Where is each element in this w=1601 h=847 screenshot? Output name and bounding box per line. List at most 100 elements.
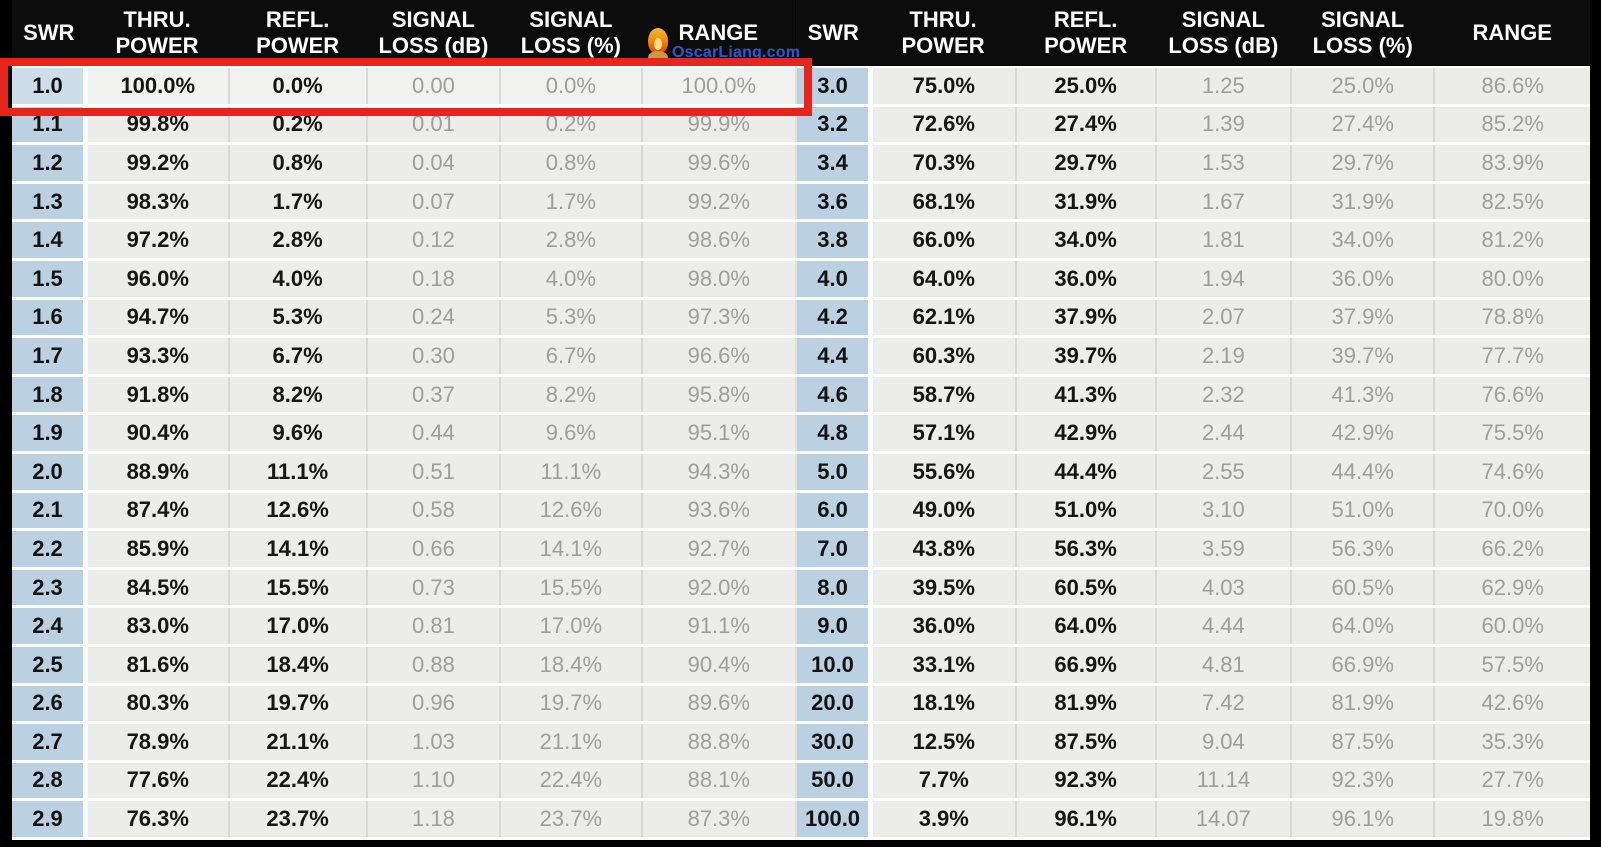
column-header: SIGNAL LOSS (dB) — [366, 0, 501, 67]
column-header: REFL. POWER — [1015, 0, 1156, 67]
column-header: SWR — [12, 0, 86, 67]
value-cell: 57.5% — [1433, 645, 1590, 686]
value-cell: 11.1% — [499, 452, 642, 493]
value-cell: 88.9% — [82, 452, 229, 493]
value-cell: 96.1% — [1014, 799, 1156, 840]
flame-icon — [648, 28, 668, 64]
swr-cell: 2.9 — [12, 799, 86, 840]
table-row: 2.5 81.6% 18.4% 0.88 18.4% 90.4% — [12, 645, 795, 686]
value-cell: 17.0% — [227, 606, 367, 647]
value-cell: 0.8% — [227, 143, 367, 184]
value-cell: 95.1% — [640, 413, 795, 454]
value-cell: 92.3% — [1014, 761, 1156, 802]
table-row: 3.4 70.3% 29.7% 1.53 29.7% 83.9% — [795, 143, 1590, 184]
value-cell: 37.9% — [1289, 298, 1435, 339]
table-row: 50.0 7.7% 92.3% 11.14 92.3% 27.7% — [795, 761, 1590, 802]
table-row: 9.0 36.0% 64.0% 4.44 64.0% 60.0% — [795, 606, 1590, 647]
value-cell: 51.0% — [1014, 491, 1156, 532]
value-cell: 80.0% — [1433, 259, 1590, 300]
value-cell: 60.3% — [868, 336, 1016, 377]
value-cell: 90.4% — [82, 413, 229, 454]
swr-cell: 2.3 — [12, 568, 86, 609]
value-cell: 0.01 — [365, 105, 501, 146]
table-row: 20.0 18.1% 81.9% 7.42 81.9% 42.6% — [795, 684, 1590, 725]
value-cell: 31.9% — [1289, 182, 1435, 223]
value-cell: 66.9% — [1014, 645, 1156, 686]
value-cell: 29.7% — [1289, 143, 1435, 184]
value-cell: 0.96 — [365, 684, 501, 725]
value-cell: 83.0% — [82, 606, 229, 647]
value-cell: 12.5% — [868, 722, 1016, 763]
table-row: 1.5 96.0% 4.0% 0.18 4.0% 98.0% — [12, 259, 795, 300]
swr-cell: 8.0 — [795, 568, 871, 609]
value-cell: 3.10 — [1154, 491, 1291, 532]
value-cell: 62.9% — [1433, 568, 1590, 609]
swr-cell: 1.6 — [12, 298, 86, 339]
value-cell: 91.1% — [640, 606, 795, 647]
value-cell: 4.81 — [1154, 645, 1291, 686]
value-cell: 42.9% — [1289, 413, 1435, 454]
value-cell: 98.0% — [640, 259, 795, 300]
swr-cell: 20.0 — [795, 684, 871, 725]
table-row: 1.1 99.8% 0.2% 0.01 0.2% 99.9% — [12, 105, 795, 146]
swr-cell: 2.2 — [12, 529, 86, 570]
value-cell: 22.4% — [499, 761, 642, 802]
value-cell: 0.73 — [365, 568, 501, 609]
table-row: 1.2 99.2% 0.8% 0.04 0.8% 99.6% — [12, 143, 795, 184]
value-cell: 3.59 — [1154, 529, 1291, 570]
value-cell: 85.2% — [1433, 105, 1590, 146]
swr-table-right-wrap: SWR THRU. POWER REFL. POWER SIGNAL LOSS (dB… — [795, 0, 1590, 840]
value-cell: 1.7% — [227, 182, 367, 223]
value-cell: 22.4% — [227, 761, 367, 802]
value-cell: 70.3% — [868, 143, 1016, 184]
value-cell: 49.0% — [868, 491, 1016, 532]
value-cell: 76.6% — [1433, 375, 1590, 416]
value-cell: 97.2% — [82, 220, 229, 261]
value-cell: 12.6% — [499, 491, 642, 532]
value-cell: 68.1% — [868, 182, 1016, 223]
value-cell: 0.00 — [365, 65, 501, 107]
value-cell: 5.3% — [499, 298, 642, 339]
value-cell: 99.2% — [82, 143, 229, 184]
value-cell: 0.51 — [365, 452, 501, 493]
column-header: SWR — [796, 0, 871, 67]
value-cell: 89.6% — [640, 684, 795, 725]
table-row: 2.0 88.9% 11.1% 0.51 11.1% 94.3% — [12, 452, 795, 493]
value-cell: 5.3% — [227, 298, 367, 339]
value-cell: 8.2% — [499, 375, 642, 416]
value-cell: 1.53 — [1154, 143, 1291, 184]
value-cell: 41.3% — [1014, 375, 1156, 416]
watermark-text: OscarLiang.com — [672, 44, 801, 61]
value-cell: 43.8% — [868, 529, 1016, 570]
value-cell: 85.9% — [82, 529, 229, 570]
table-row: 1.7 93.3% 6.7% 0.30 6.7% 96.6% — [12, 336, 795, 377]
value-cell: 27.7% — [1433, 761, 1590, 802]
value-cell: 82.5% — [1433, 182, 1590, 223]
value-cell: 97.3% — [640, 298, 795, 339]
swr-cell: 3.0 — [795, 65, 871, 107]
value-cell: 1.25 — [1154, 65, 1291, 107]
value-cell: 76.3% — [82, 799, 229, 840]
table-row: 2.3 84.5% 15.5% 0.73 15.5% 92.0% — [12, 568, 795, 609]
value-cell: 34.0% — [1289, 220, 1435, 261]
value-cell: 51.0% — [1289, 491, 1435, 532]
value-cell: 0.0% — [227, 65, 367, 107]
swr-cell: 3.2 — [795, 105, 871, 146]
value-cell: 7.7% — [868, 761, 1016, 802]
swr-cell: 1.3 — [12, 182, 86, 223]
value-cell: 0.24 — [365, 298, 501, 339]
value-cell: 27.4% — [1014, 105, 1156, 146]
value-cell: 1.10 — [365, 761, 501, 802]
value-cell: 0.07 — [365, 182, 501, 223]
value-cell: 18.4% — [499, 645, 642, 686]
value-cell: 14.1% — [227, 529, 367, 570]
value-cell: 1.81 — [1154, 220, 1291, 261]
value-cell: 88.1% — [640, 761, 795, 802]
table-row: 1.8 91.8% 8.2% 0.37 8.2% 95.8% — [12, 375, 795, 416]
value-cell: 19.8% — [1433, 799, 1590, 840]
table-row: 4.8 57.1% 42.9% 2.44 42.9% 75.5% — [795, 413, 1590, 454]
table-row: 2.1 87.4% 12.6% 0.58 12.6% 93.6% — [12, 491, 795, 532]
table-row: 4.4 60.3% 39.7% 2.19 39.7% 77.7% — [795, 336, 1590, 377]
table-row: 10.0 33.1% 66.9% 4.81 66.9% 57.5% — [795, 645, 1590, 686]
value-cell: 2.19 — [1154, 336, 1291, 377]
